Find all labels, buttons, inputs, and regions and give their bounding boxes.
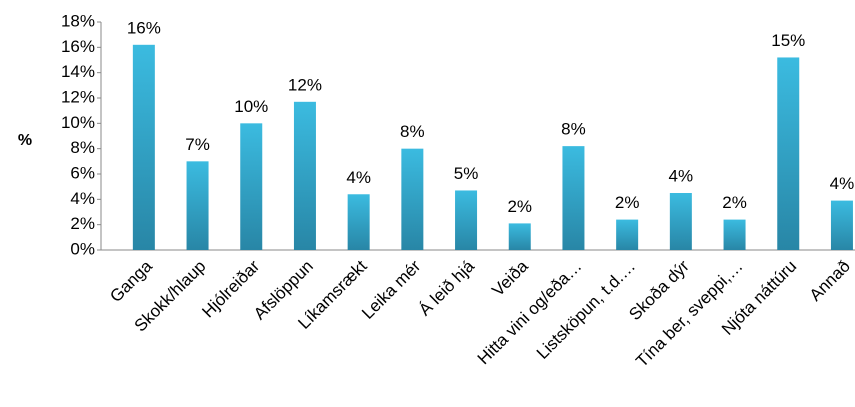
value-label: 4% <box>346 168 371 187</box>
y-tick-label: 8% <box>70 138 95 157</box>
bar <box>723 219 746 250</box>
y-tick-label: 10% <box>61 113 95 132</box>
x-tick-label: Á leið hjá <box>415 256 478 319</box>
value-label: 10% <box>234 97 268 116</box>
y-tick-label: 14% <box>61 62 95 81</box>
x-tick-label: Listsköpun, t.d.… <box>533 257 639 363</box>
bar <box>830 200 853 250</box>
y-tick-label: 0% <box>70 239 95 258</box>
value-label: 4% <box>669 166 694 185</box>
bar <box>132 44 155 250</box>
value-label: 7% <box>185 135 210 154</box>
value-label: 5% <box>454 164 479 183</box>
y-tick-label: 16% <box>61 37 95 56</box>
y-tick-label: 6% <box>70 163 95 182</box>
bar <box>347 194 370 250</box>
bar <box>240 123 263 250</box>
bar <box>562 146 585 250</box>
y-tick-label: 4% <box>70 189 95 208</box>
bar <box>669 193 692 250</box>
value-label: 15% <box>771 31 805 50</box>
bar <box>186 161 209 250</box>
bar <box>293 101 316 250</box>
y-tick-label: 18% <box>61 11 95 30</box>
value-label: 4% <box>830 174 855 193</box>
bar <box>777 57 800 250</box>
y-axis-label: % <box>18 132 32 149</box>
value-label: 16% <box>127 18 161 37</box>
x-tick-label: Annað <box>806 257 854 305</box>
x-tick-label: Leika mér <box>358 256 424 322</box>
bar <box>455 190 478 250</box>
y-tick-label: 2% <box>70 214 95 233</box>
x-tick-label: Ganga <box>106 256 156 306</box>
value-label: 12% <box>288 75 322 94</box>
value-label: 2% <box>615 193 640 212</box>
value-label: 2% <box>507 197 532 216</box>
bar <box>401 148 424 250</box>
value-label: 8% <box>400 122 425 141</box>
bar <box>616 219 639 250</box>
value-label: 2% <box>722 193 747 212</box>
bar <box>508 223 531 250</box>
value-label: 8% <box>561 120 586 139</box>
y-tick-label: 12% <box>61 87 95 106</box>
x-tick-label: Veiða <box>488 256 532 300</box>
